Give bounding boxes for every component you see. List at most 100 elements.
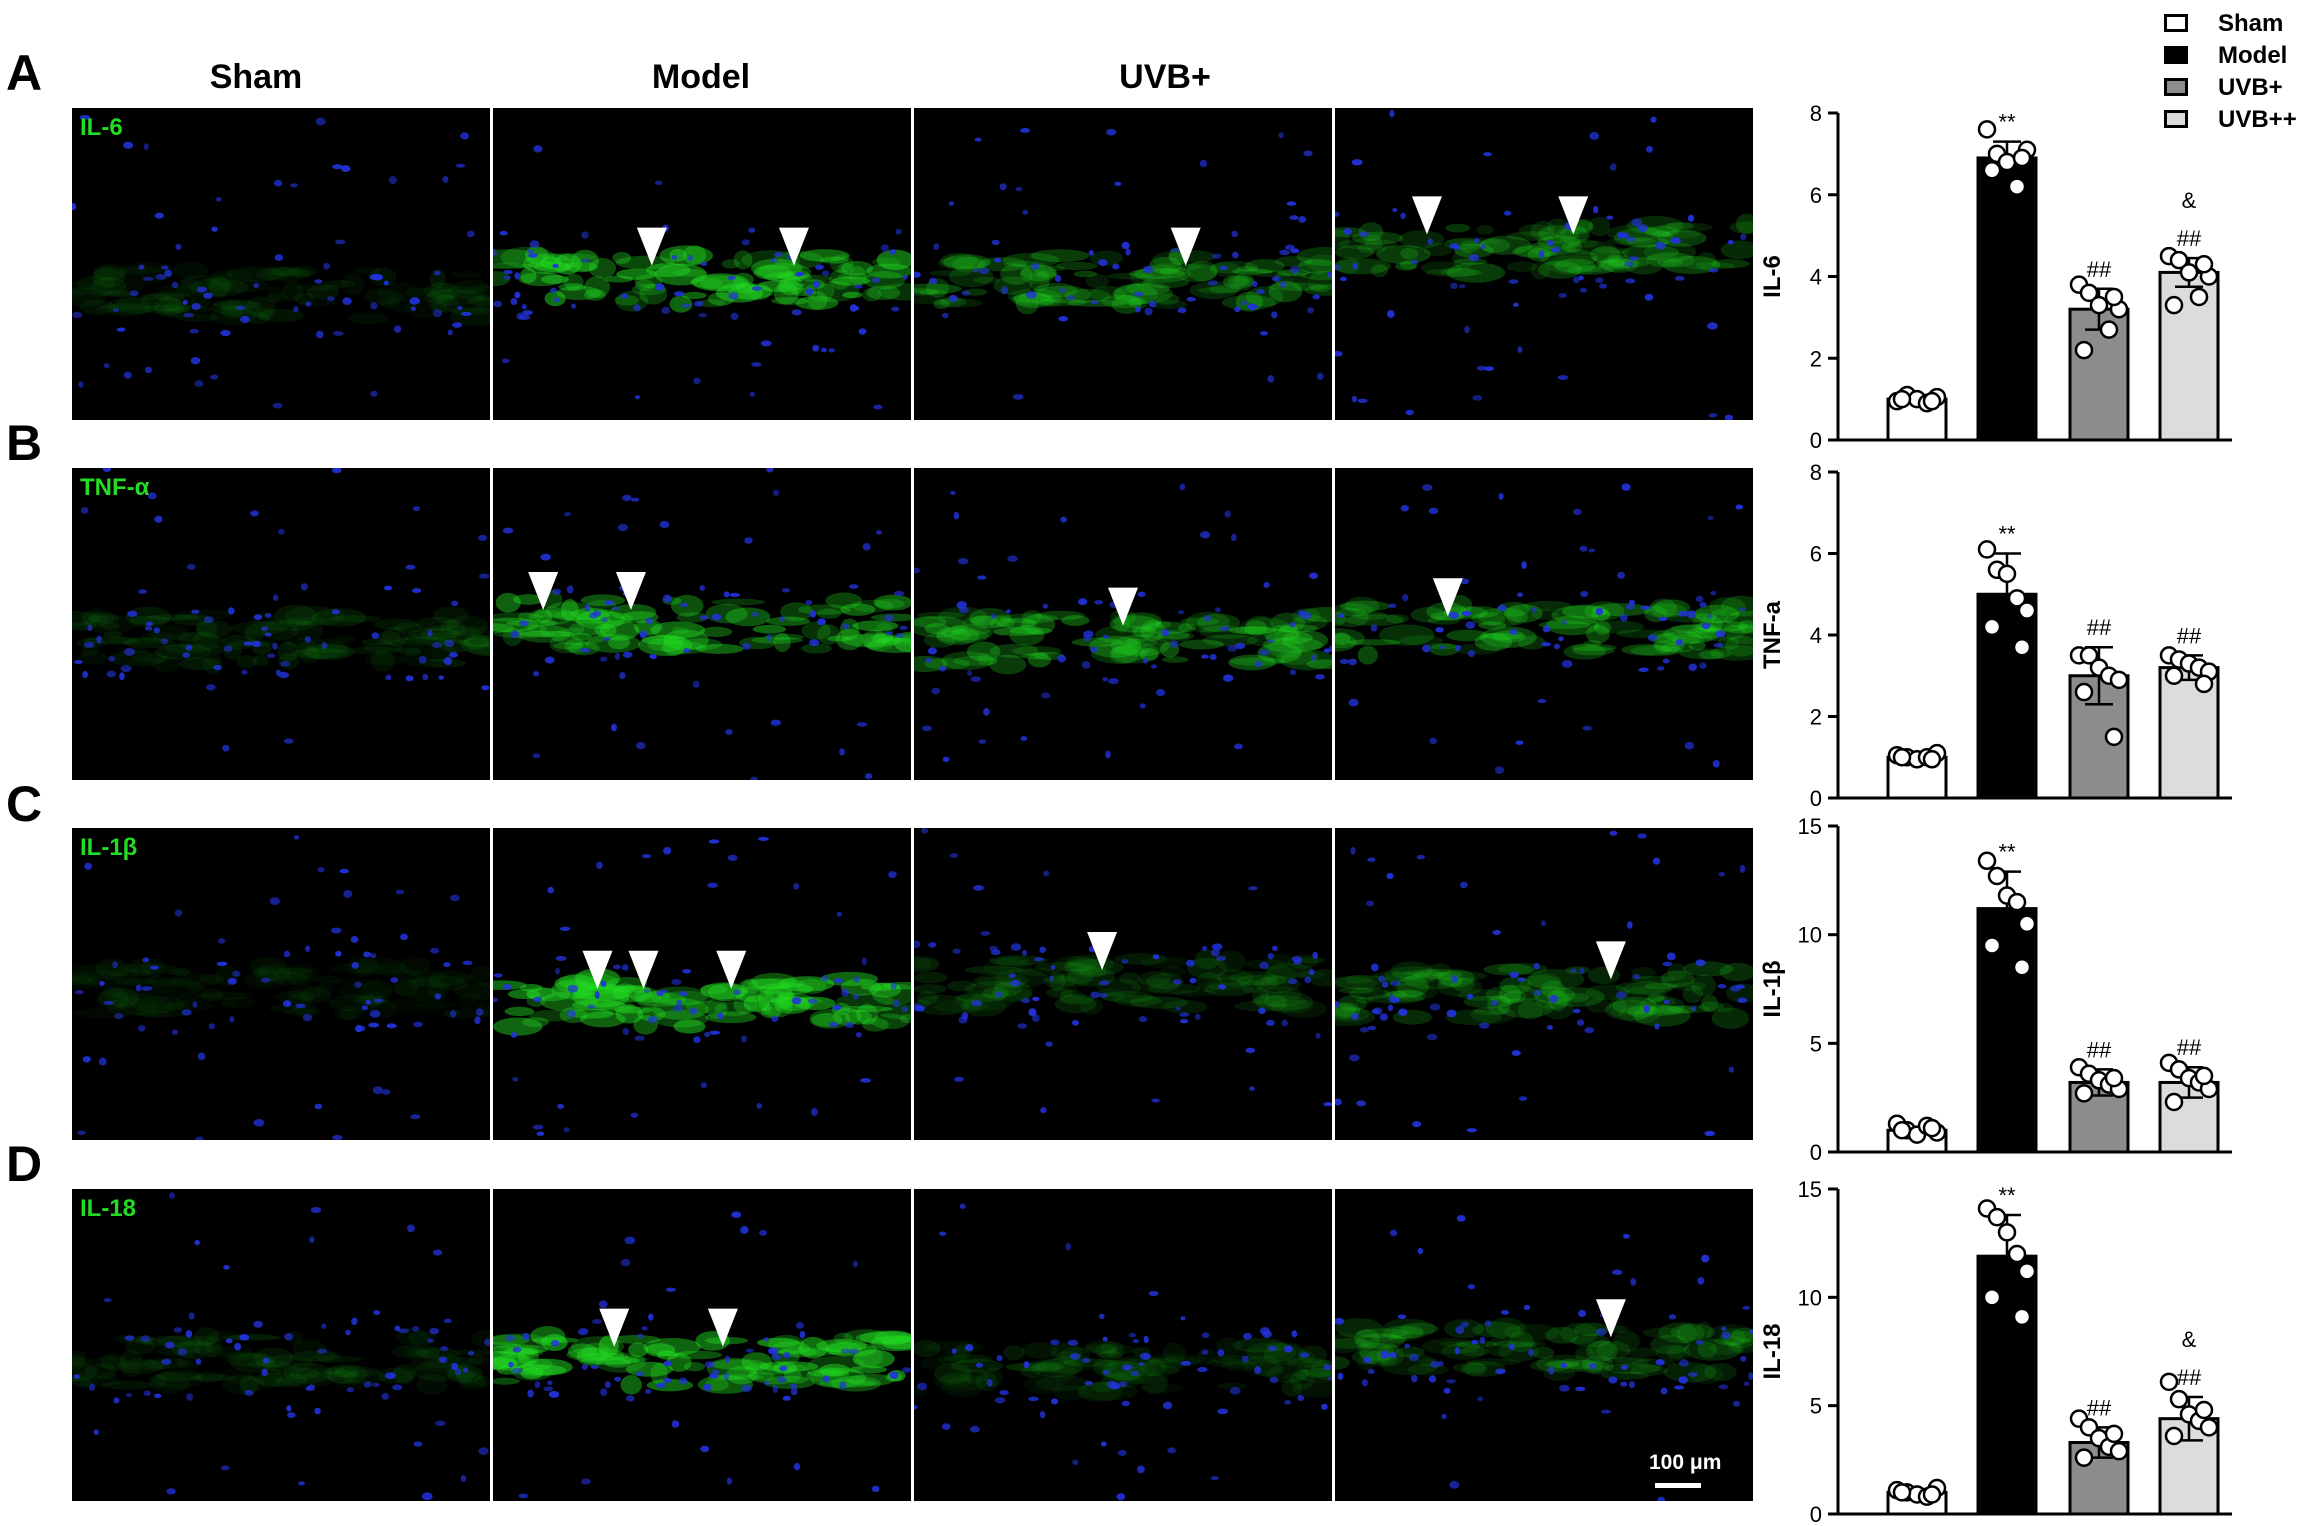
significance-annotation: &: [2182, 188, 2197, 213]
arrowhead-marker: [1558, 196, 1589, 235]
column-header-sham: Sham: [209, 58, 303, 96]
y-tick-label: 0: [1810, 1140, 1822, 1165]
legend-swatch-2: [2164, 78, 2188, 96]
micrograph-il1-3: [1335, 828, 1753, 1140]
data-point: [1997, 564, 2017, 584]
arrowhead-marker: [1170, 227, 1201, 266]
data-point: [2074, 1084, 2094, 1103]
micrograph-il6-2: [914, 108, 1332, 420]
micrograph-il1-1: [493, 828, 911, 1140]
arrowhead-marker: [1087, 932, 1118, 970]
legend-label-1: Model: [2218, 42, 2288, 69]
arrowhead-marker: [1432, 578, 1463, 617]
data-point: [2017, 1262, 2037, 1281]
data-point: [1982, 936, 2002, 955]
bar-model: [1976, 156, 2038, 442]
significance-annotation: ##: [2087, 615, 2112, 640]
significance-annotation: **: [1998, 110, 2016, 135]
data-point: [1977, 540, 1997, 559]
significance-annotation: ##: [2177, 226, 2202, 251]
data-point: [2007, 1244, 2027, 1264]
arrowhead-marker: [1411, 196, 1442, 235]
y-tick-label: 10: [1798, 923, 1822, 948]
arrowhead-marker: [582, 950, 613, 989]
data-point: [2169, 250, 2189, 270]
y-tick-label: 4: [1810, 623, 1822, 648]
micrograph-il18-3: 100 μm: [1335, 1189, 1753, 1501]
data-point: [2017, 914, 2037, 934]
data-point: [1977, 851, 1997, 871]
arrowhead-marker: [778, 227, 809, 266]
arrowhead-marker: [628, 950, 659, 989]
significance-annotation: **: [1998, 840, 2016, 865]
column-header-model: Model: [651, 58, 751, 96]
data-point: [2189, 287, 2209, 307]
data-point: [2194, 1400, 2214, 1420]
data-point: [1997, 152, 2017, 172]
significance-annotation: ##: [2177, 623, 2202, 648]
stain-label: IL-1β: [80, 834, 138, 861]
significance-annotation: ##: [2087, 1395, 2112, 1420]
micrograph-tnf-2: [914, 468, 1332, 780]
data-point: [2104, 1424, 2124, 1444]
data-point: [2104, 1068, 2124, 1088]
data-point: [2104, 727, 2124, 747]
panel-letter-a: A: [6, 45, 43, 101]
arrowhead-marker: [615, 572, 646, 610]
data-point: [2194, 254, 2214, 274]
data-point: [2012, 1307, 2032, 1327]
data-point: [2007, 177, 2027, 196]
micrograph-tnf-1: [493, 468, 911, 780]
micrograph-il6-1: [493, 108, 911, 420]
panel-letter-b: B: [6, 415, 43, 471]
y-tick-label: 0: [1810, 428, 1822, 453]
legend-label-0: Sham: [2218, 10, 2284, 37]
scale-bar: [1655, 1483, 1701, 1488]
significance-annotation: ##: [2087, 1037, 2112, 1062]
arrowhead-marker: [707, 1308, 738, 1347]
stain-label: IL-6: [80, 114, 123, 141]
y-tick-label: 5: [1810, 1394, 1822, 1419]
significance-annotation: ##: [2087, 257, 2112, 282]
arrowhead-marker: [716, 950, 747, 989]
y-tick-label: 10: [1798, 1285, 1822, 1310]
micrograph-tnf-3: [1335, 468, 1753, 780]
stain-label: TNF-α: [80, 474, 150, 501]
legend-swatch-3: [2164, 110, 2188, 128]
data-point: [2089, 295, 2109, 315]
data-point: [2079, 283, 2099, 303]
micrograph-il1-2: [914, 828, 1332, 1140]
arrowhead-marker: [528, 572, 559, 610]
data-point: [1997, 1223, 2017, 1242]
data-point: [1922, 1485, 1942, 1504]
data-point: [1922, 750, 1942, 769]
y-axis-label: IL-1β: [1759, 960, 1786, 1017]
legend-label-2: UVB+: [2218, 74, 2283, 101]
data-point: [2109, 1441, 2129, 1461]
arrowhead-marker: [1595, 1299, 1626, 1338]
arrowhead-marker: [599, 1308, 630, 1347]
bar-model: [1976, 907, 2038, 1154]
arrowhead-marker: [1595, 941, 1626, 980]
significance-annotation: **: [1998, 1183, 2016, 1208]
column-header-uvb-plus: UVB+: [1119, 58, 1211, 96]
data-point: [1987, 1207, 2007, 1227]
legend-swatch-0: [2164, 14, 2188, 32]
data-point: [1892, 1483, 1912, 1502]
data-point: [1977, 120, 1997, 139]
micrograph-il1-0: IL-1β: [72, 828, 490, 1140]
data-point: [2079, 646, 2099, 665]
data-point: [2109, 670, 2129, 690]
data-point: [1892, 748, 1912, 767]
data-point: [1982, 160, 2002, 180]
significance-annotation: ##: [2177, 1365, 2202, 1390]
y-axis-label: IL-18: [1759, 1323, 1786, 1379]
data-point: [1982, 617, 2002, 637]
y-axis-label: IL-6: [1759, 255, 1786, 298]
data-point: [1922, 391, 1942, 411]
arrowhead-marker: [1108, 587, 1138, 626]
significance-annotation: &: [2182, 1327, 2197, 1352]
micrograph-tnf-0: TNF-α: [72, 468, 490, 780]
y-tick-label: 0: [1810, 786, 1822, 811]
